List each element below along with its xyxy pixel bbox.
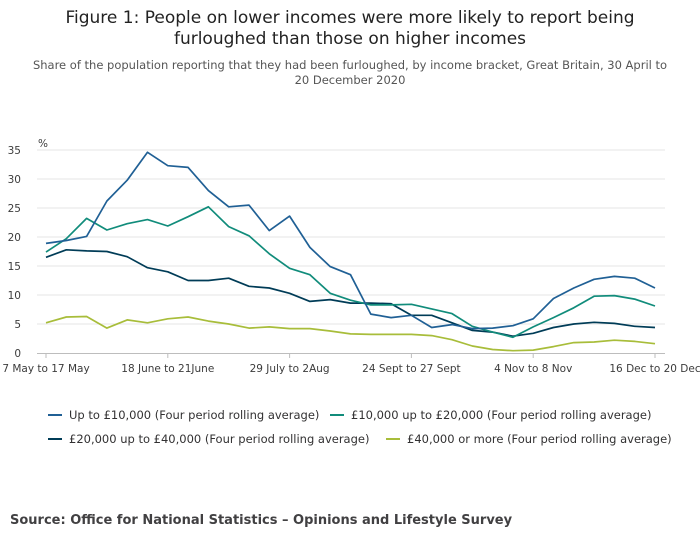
chart-title-line2: furloughed than those on higher incomes [173, 29, 527, 49]
y-tick-label: 20 [8, 232, 21, 244]
legend-label: Up to £10,000 (Four period rolling avera… [69, 408, 320, 422]
x-tick-label: 18 June to 21June [121, 363, 214, 375]
y-tick-label: 15 [8, 261, 21, 273]
legend-item[interactable]: £40,000 or more (Four period rolling ave… [386, 432, 672, 446]
series-line [45, 205, 656, 339]
legend-swatch [48, 414, 62, 416]
y-tick-label: 35 [8, 145, 21, 157]
legend-item[interactable]: Up to £10,000 (Four period rolling avera… [48, 408, 319, 422]
series-line [45, 248, 656, 338]
legend-swatch [48, 438, 62, 440]
y-tick-label: 25 [8, 203, 21, 215]
x-tick-label: 24 Sept to 27 Sept [362, 363, 460, 375]
x-tick-label: 29 July to 2Aug [250, 363, 330, 375]
y-tick-label: 5 [14, 319, 21, 331]
axes: 0 5 10 15 20 25 30 35 7 May to 17 May 18 June to … [2, 145, 700, 375]
legend-label: £10,000 up to £20,000 (Four period rolli… [351, 408, 652, 422]
source-note: Source: Office for National Statistics –… [10, 513, 513, 528]
x-tick-label: 16 Dec to 20 Dec [609, 363, 700, 375]
legend-label: £20,000 up to £40,000 (Four period rolli… [69, 432, 370, 446]
y-axis-label: % [38, 138, 48, 150]
legend-swatch [330, 414, 344, 416]
x-tick-label: 4 Nov to 8 Nov [494, 363, 572, 375]
series-line [45, 315, 656, 352]
line-chart: 0 5 10 15 20 25 30 35 7 May to 17 May 18 June to … [2, 138, 700, 375]
y-tick-label: 0 [14, 348, 21, 360]
chart-subtitle: Share of the population reporting that t… [32, 58, 668, 87]
series-lines [45, 151, 656, 352]
legend-label: £40,000 or more (Four period rolling ave… [407, 432, 672, 446]
legend-swatch [386, 438, 400, 440]
y-tick-label: 10 [8, 290, 21, 302]
series-line [45, 151, 656, 330]
chart-title-line1: Figure 1: People on lower incomes were m… [65, 8, 635, 28]
legend-item[interactable]: £20,000 up to £40,000 (Four period rolli… [48, 432, 369, 446]
x-tick-label: 7 May to 17 May [2, 363, 89, 375]
y-tick-label: 30 [8, 174, 21, 186]
chart-title: Figure 1: People on lower incomes were m… [0, 8, 700, 50]
legend-item[interactable]: £10,000 up to £20,000 (Four period rolli… [330, 408, 651, 422]
